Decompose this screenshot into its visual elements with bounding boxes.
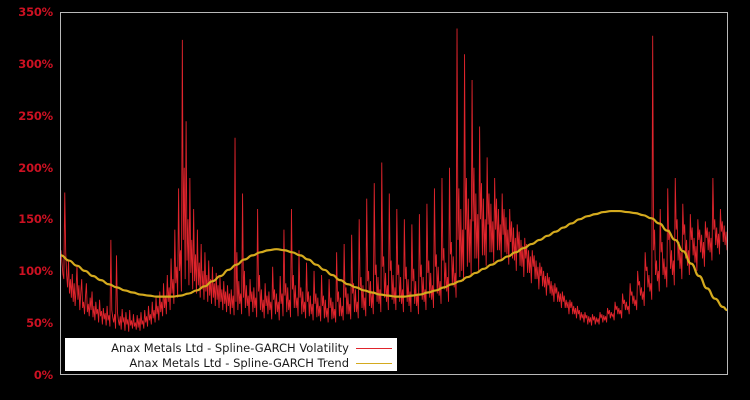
y-tick-label: 100%: [18, 264, 53, 279]
y-tick-label: 50%: [26, 316, 53, 331]
y-tick-label: 200%: [18, 160, 53, 175]
trend-series-group: [61, 209, 727, 312]
legend-swatch-trend: [356, 362, 392, 364]
legend-entry-trend: Anax Metals Ltd - Spline-GARCH Trend: [129, 356, 392, 370]
legend-entry-volatility: Anax Metals Ltd - Spline-GARCH Volatilit…: [111, 341, 392, 355]
chart-legend: Anax Metals Ltd - Spline-GARCH Volatilit…: [65, 338, 397, 371]
y-tick-label: 350%: [18, 5, 53, 19]
legend-label-trend: Anax Metals Ltd - Spline-GARCH Trend: [129, 356, 349, 370]
y-tick-label: 300%: [18, 56, 53, 71]
plot-area: [60, 12, 728, 375]
y-tick-label: 250%: [18, 108, 53, 123]
trend-line: [61, 209, 727, 312]
legend-swatch-volatility: [356, 347, 392, 349]
y-tick-label: 150%: [18, 212, 53, 227]
legend-label-volatility: Anax Metals Ltd - Spline-GARCH Volatilit…: [111, 341, 349, 355]
volatility-line: [61, 28, 727, 332]
y-axis: 0% 50% 100% 150% 200% 250% 300% 350%: [0, 0, 56, 400]
volatility-series-group: [61, 28, 727, 332]
plot-svg: [61, 28, 727, 332]
y-tick-label: 0%: [33, 368, 53, 382]
